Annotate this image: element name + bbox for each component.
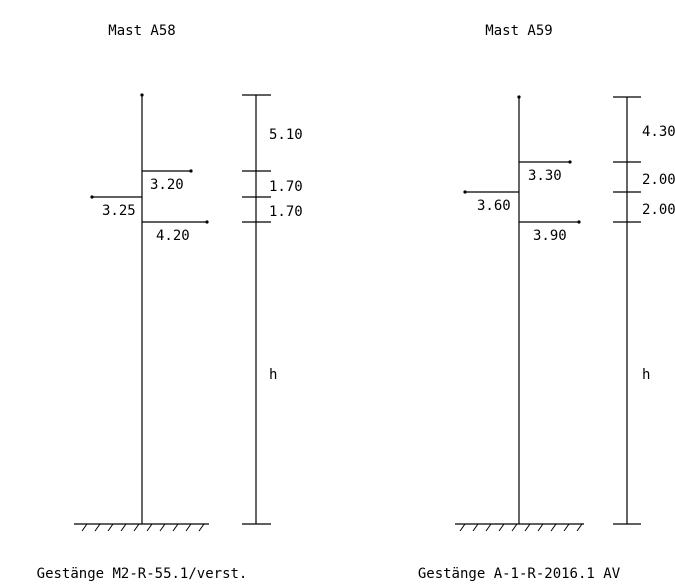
- mast-a58-ground: [74, 523, 209, 532]
- mast-a59-arm-lower-label: 3.90: [533, 228, 567, 244]
- mast-a58-top-point: [140, 93, 144, 97]
- mast-a58-arm-upper-label: 3.20: [150, 177, 184, 193]
- mast-a59-ground: [455, 523, 584, 532]
- mast-a58-dim-h: h: [269, 367, 277, 383]
- mast-a59-arm-upper-label: 3.30: [528, 168, 562, 184]
- mast-a58-gestaenge: Gestänge M2-R-55.1/verst.: [37, 566, 248, 582]
- mast-a58-arm-upper: 3.20: [142, 169, 193, 193]
- mast-a59-arm-left-label: 3.60: [477, 198, 511, 214]
- mast-a59-dim-mid: 2.00: [642, 172, 675, 188]
- mast-a58-arm-lower-label: 4.20: [156, 228, 190, 244]
- mast-a58-dimension-line: [242, 94, 271, 525]
- mast-a58-title: Mast A58: [108, 23, 175, 39]
- mast-a59-arm-upper: 3.30: [519, 160, 572, 184]
- mast-a58-arm-left: 3.25: [90, 195, 142, 219]
- mast-a58-dim-lower: 1.70: [269, 204, 303, 220]
- mast-a58-dim-mid: 1.70: [269, 179, 303, 195]
- mast-a59-arm-left: 3.60: [463, 190, 519, 214]
- mast-a59-title: Mast A59: [485, 23, 552, 39]
- mast-a58-arm-left-label: 3.25: [102, 203, 136, 219]
- mast-a58: Mast A58 3.20 3.25 4.20: [37, 23, 303, 582]
- mast-a59-gestaenge: Gestänge A-1-R-2016.1 AV: [418, 566, 621, 582]
- mast-a59: Mast A59 3.30 3.60 3.90: [418, 23, 675, 582]
- mast-a58-dim-top: 5.10: [269, 127, 303, 143]
- mast-a59-dim-h: h: [642, 367, 650, 383]
- mast-a59-dim-top: 4.30: [642, 124, 675, 140]
- mast-a58-arm-lower: 4.20: [142, 220, 209, 244]
- mast-a59-top-point: [517, 95, 521, 99]
- mast-a59-dim-lower: 2.00: [642, 202, 675, 218]
- mast-a59-arm-lower: 3.90: [519, 220, 581, 244]
- mast-a59-dimension-line: [613, 96, 641, 525]
